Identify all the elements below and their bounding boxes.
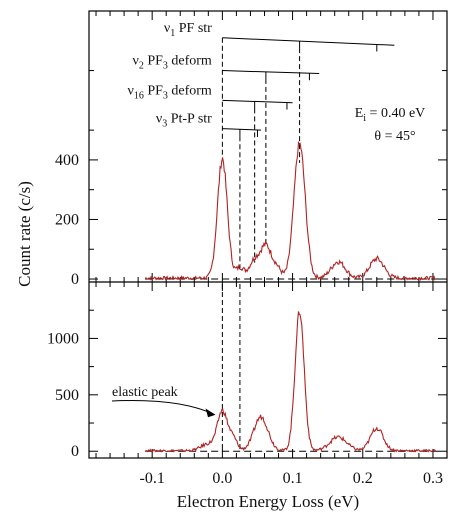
- elastic-peak-arrow: [111, 400, 215, 416]
- y-tick-label: 400: [55, 152, 79, 169]
- guides-layer: [111, 37, 440, 452]
- ticks-layer: [89, 11, 448, 458]
- x-tick-label: 0.1: [283, 470, 303, 487]
- x-tick-label: 0.3: [423, 470, 443, 487]
- energy-condition-label: Ei = 0.40 eV: [355, 106, 426, 124]
- y-tick-label: 0: [71, 271, 79, 288]
- spectrum-line-bottom: [144, 311, 437, 453]
- progression-label: ν3 Pt-P str: [156, 112, 212, 130]
- x-axis-title: Electron Energy Loss (eV): [177, 492, 359, 511]
- spectrum-line-top: [145, 140, 437, 282]
- progression-line: [222, 99, 293, 104]
- y-tick-label: 1000: [47, 330, 79, 347]
- y-tick-label: 200: [55, 211, 79, 228]
- y-axis-title: Count rate (c/s): [15, 181, 34, 287]
- progression-line: [222, 128, 261, 131]
- angle-condition-label: θ = 45°: [374, 129, 415, 144]
- labels-layer: -0.1 0.0 0.1 0.2 0.3 0 200 400 0 500 1000 ν1 PF str…: [47, 21, 443, 487]
- progression-label: ν1 PF str: [164, 21, 212, 39]
- elastic-peak-arrowhead: [205, 408, 216, 418]
- progression-label: ν2 PF3 deform: [132, 54, 211, 72]
- y-tick-label: 0: [71, 443, 79, 460]
- elastic-peak-label: elastic peak: [112, 385, 178, 400]
- series-layer: [144, 140, 437, 453]
- plot-frame: [88, 10, 448, 459]
- x-tick-label: 0.0: [212, 470, 232, 487]
- progression-line: [222, 37, 395, 46]
- x-tick-label: -0.1: [140, 470, 165, 487]
- x-tick-label: 0.2: [353, 470, 373, 487]
- progression-line: [222, 70, 320, 75]
- progression-label: ν16 PF3 deform: [127, 83, 211, 101]
- y-tick-label: 500: [55, 387, 79, 404]
